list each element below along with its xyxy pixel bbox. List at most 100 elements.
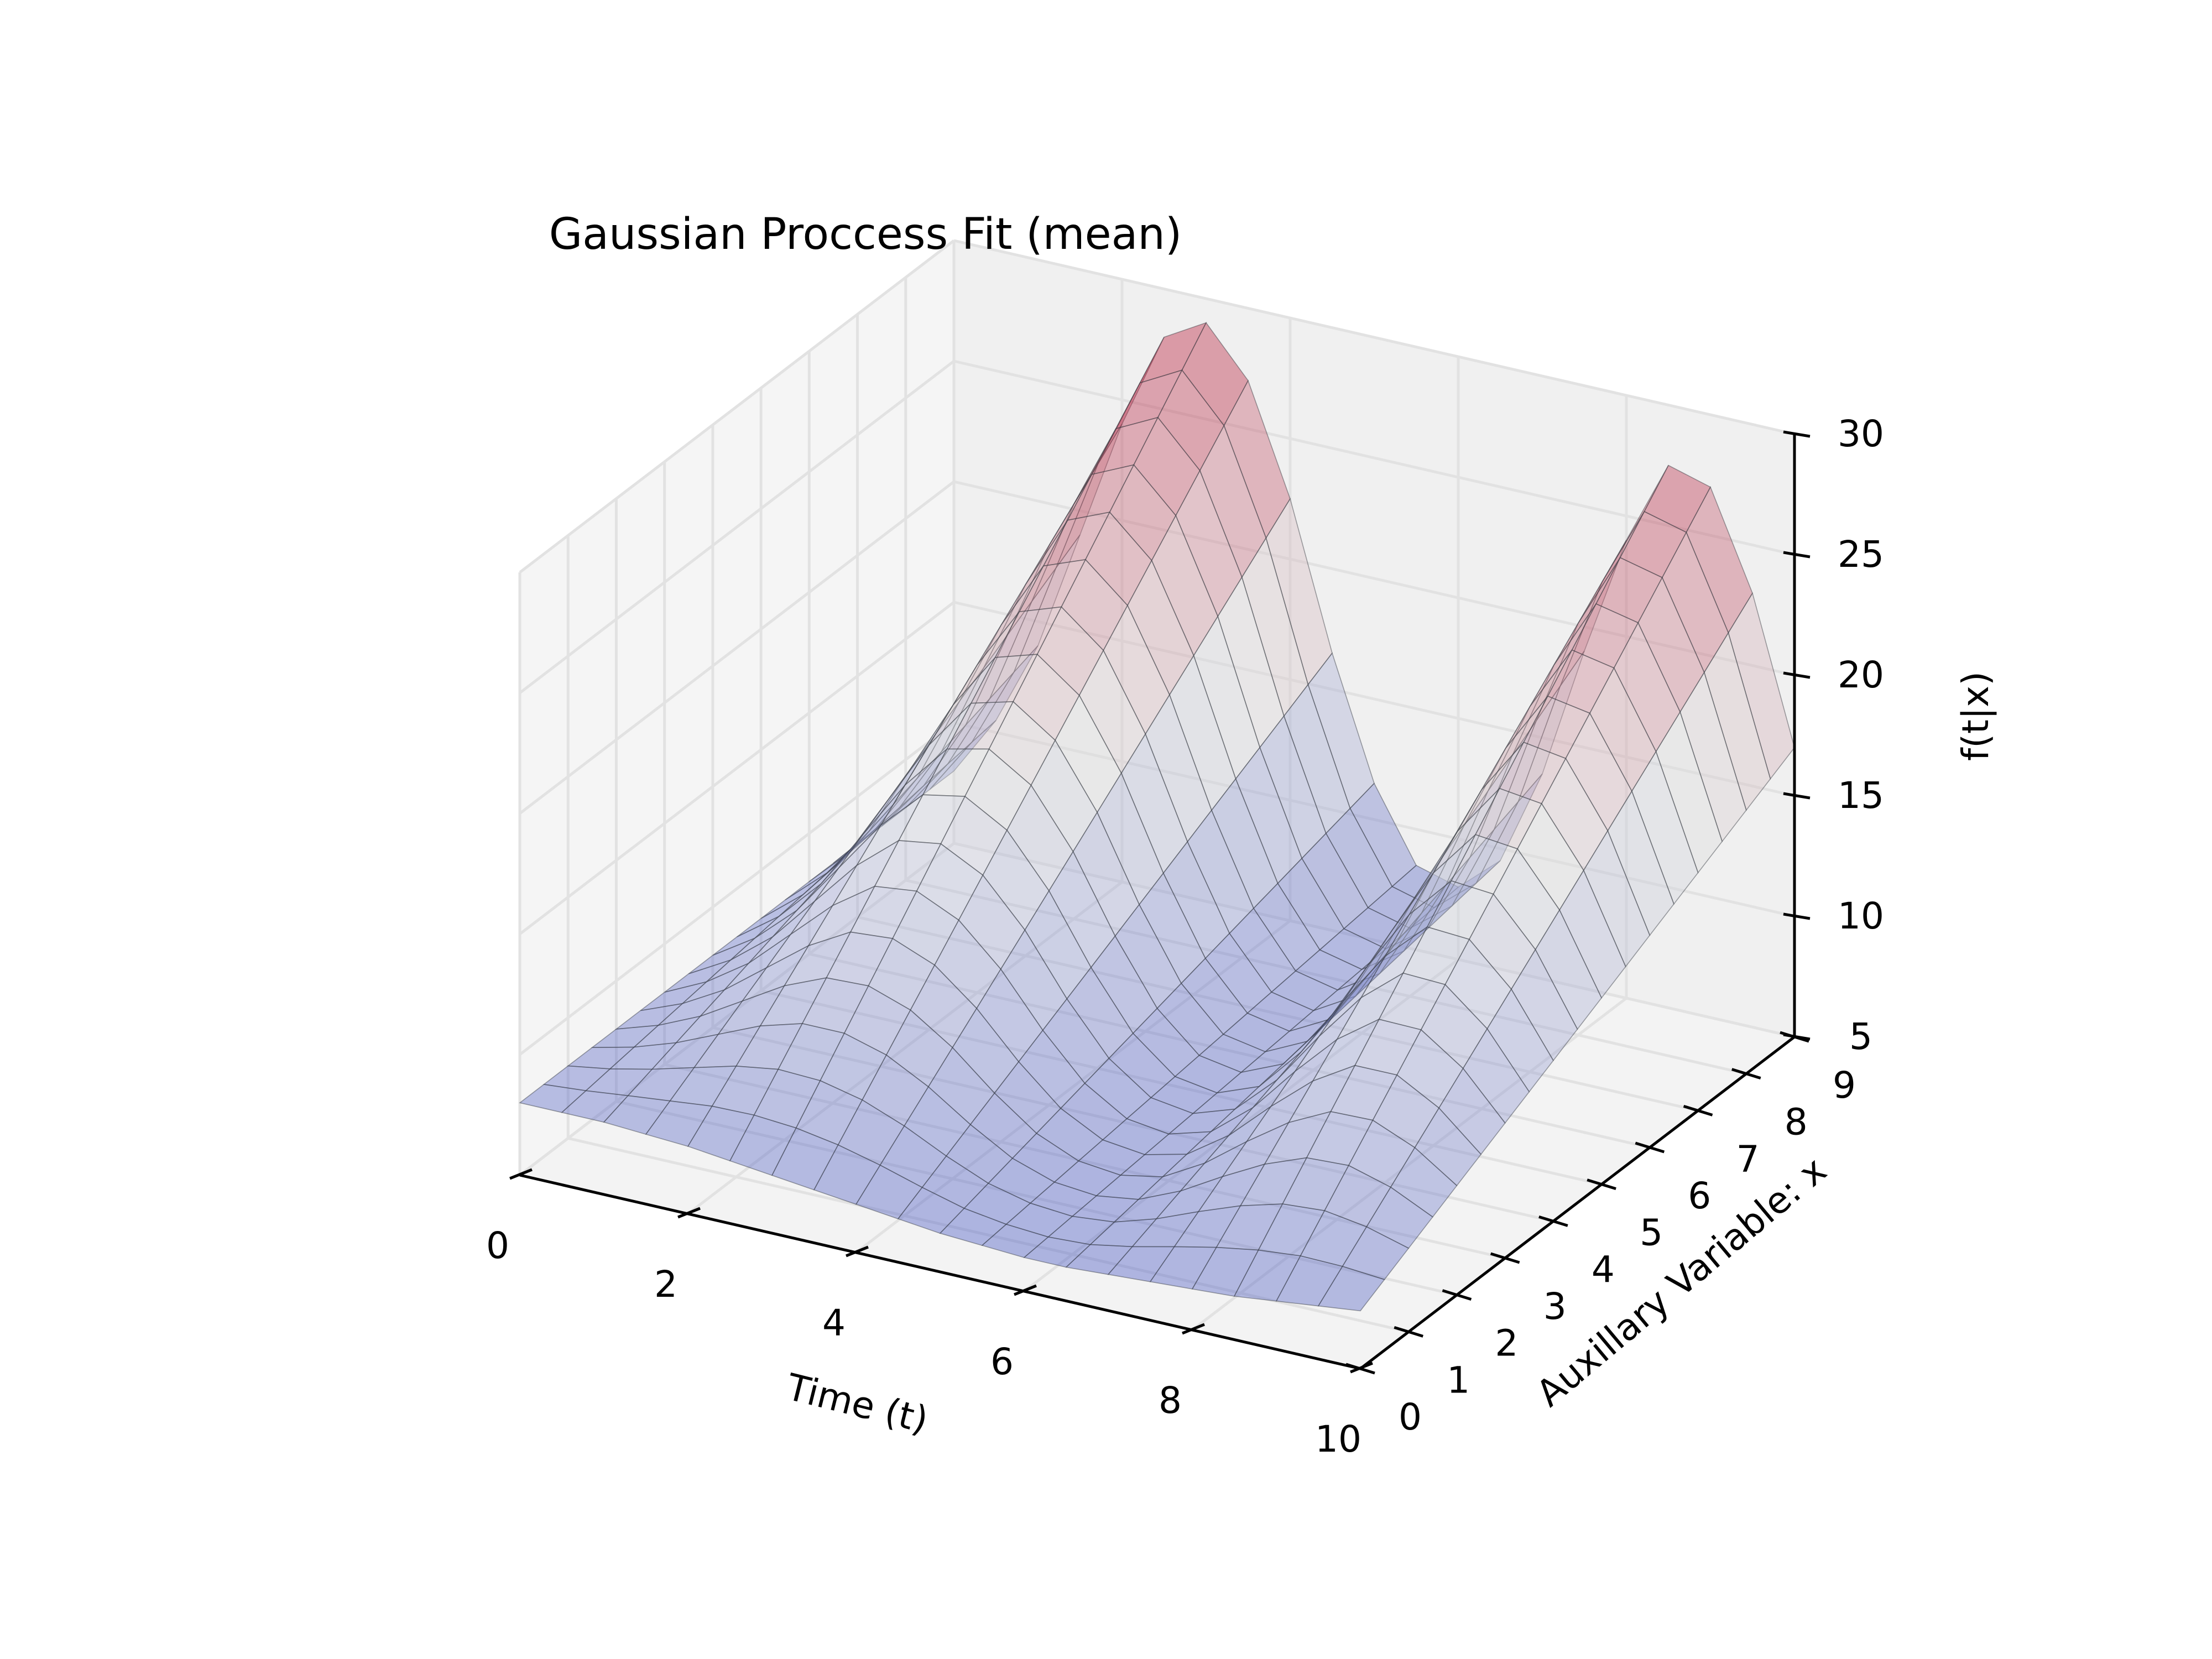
surface-quad (904, 703, 972, 786)
surface-quad (1469, 721, 1537, 858)
surface-quad (1091, 416, 1159, 476)
surface-quad (1415, 789, 1482, 897)
surface-quad (778, 857, 846, 917)
surface-quad (1366, 1186, 1433, 1249)
surface-quad (1169, 654, 1237, 811)
surface-quad (1149, 1246, 1217, 1290)
surface-quad (988, 701, 1056, 786)
surface-quad (875, 751, 942, 830)
surface-quad (1245, 1081, 1313, 1143)
surface-quad (1107, 1246, 1176, 1282)
surface-quad (1132, 1008, 1200, 1077)
surface-quad (1246, 992, 1314, 1032)
surface-quad (1036, 1108, 1104, 1162)
surface-quad (1077, 1139, 1146, 1176)
surface-quad (1361, 928, 1428, 970)
surface-quad (1173, 1205, 1241, 1248)
surface-quad (807, 885, 876, 947)
surface-quad (1047, 1215, 1115, 1245)
z-tick-label: 5 (1849, 1015, 1872, 1058)
surface-quad (1337, 950, 1405, 990)
surface-quad (905, 742, 972, 808)
surface-quad (820, 1032, 887, 1101)
surface-quad (1553, 557, 1621, 665)
surface-quad (1199, 424, 1267, 578)
surface-quad (1403, 857, 1470, 952)
surface-quad (1126, 1097, 1194, 1135)
surface-quad (885, 1009, 953, 1088)
surface-quad (591, 1025, 660, 1048)
surface-quad (1036, 606, 1104, 696)
surface-quad (796, 834, 864, 911)
surface-quad (1089, 1218, 1158, 1248)
surface-quad (1408, 834, 1476, 915)
axes (509, 430, 1811, 1375)
grid-line-z (953, 359, 1795, 556)
surface-quad (1439, 748, 1506, 862)
y-tick-label: 0 (1399, 1396, 1422, 1438)
surface-quad (1414, 1107, 1482, 1187)
surface-quad (1025, 474, 1092, 585)
surface-quad (892, 890, 959, 966)
surface-quad (1355, 912, 1422, 997)
surface-quad (1042, 512, 1111, 567)
surface-quad (1241, 536, 1309, 717)
surface-quad (977, 565, 1044, 665)
surface-quad (964, 748, 1032, 831)
surface-quad (1060, 1082, 1128, 1141)
surface-quad (1127, 559, 1194, 696)
surface-quad (759, 977, 827, 1027)
surface-quad (1486, 988, 1554, 1093)
surface-quad (1379, 885, 1447, 974)
surface-quad (1024, 890, 1092, 1000)
x-axis-label: Time (t) (782, 1365, 932, 1442)
y-tick-label: 8 (1785, 1101, 1808, 1144)
surface-quad (1061, 559, 1128, 651)
surface-quad (1137, 1162, 1206, 1201)
surface-quad (711, 1065, 779, 1116)
y-tick (1345, 1363, 1375, 1375)
grid-line-z (953, 480, 1795, 677)
surface-quad (1571, 603, 1639, 669)
surface-quad (881, 763, 948, 827)
y-tick-label: 6 (1688, 1175, 1711, 1217)
surface-quad (923, 698, 990, 786)
surface-quad (987, 1157, 1056, 1204)
x-tick-label: 6 (990, 1340, 1014, 1383)
surface-quad (1108, 1032, 1176, 1098)
surface-quad (1281, 1157, 1350, 1212)
x-tick (677, 1207, 701, 1219)
z-tick-label: 15 (1838, 774, 1884, 817)
surface-quad (1289, 995, 1356, 1032)
surface-quad (1119, 1154, 1188, 1177)
surface-quad (1018, 1029, 1086, 1109)
surface-quad (795, 1080, 863, 1146)
surface-quad (1223, 379, 1291, 539)
surface-quad (640, 981, 707, 1011)
y-tick-label: 1 (1447, 1359, 1470, 1401)
surface-quad (700, 967, 767, 1017)
surface-quad (766, 905, 833, 968)
surface-quad (897, 1187, 965, 1234)
surface-quad (1215, 1063, 1285, 1094)
y-tick (1683, 1104, 1713, 1117)
surface-quad (1510, 948, 1578, 1062)
surface-quad (1330, 1065, 1398, 1121)
y-tick-label: 7 (1736, 1138, 1760, 1180)
y-tick-label: 5 (1640, 1212, 1663, 1254)
surface-quad (1259, 1024, 1326, 1087)
surface-quad (741, 945, 810, 1002)
surface-quad (814, 825, 881, 902)
surface-quad (1607, 790, 1674, 936)
surface-quad (1391, 831, 1458, 932)
surface-quad (1055, 424, 1123, 568)
y-tick (1635, 1141, 1665, 1154)
surface-quad (1071, 1195, 1140, 1223)
surface-quad (904, 1086, 971, 1157)
surface-quad (1191, 1246, 1259, 1297)
surface-quad (813, 1144, 881, 1205)
surface-quad (1468, 893, 1536, 990)
surface-quad (1211, 778, 1279, 910)
surface-quad (1342, 1226, 1410, 1280)
surface-quad (1095, 1175, 1164, 1200)
